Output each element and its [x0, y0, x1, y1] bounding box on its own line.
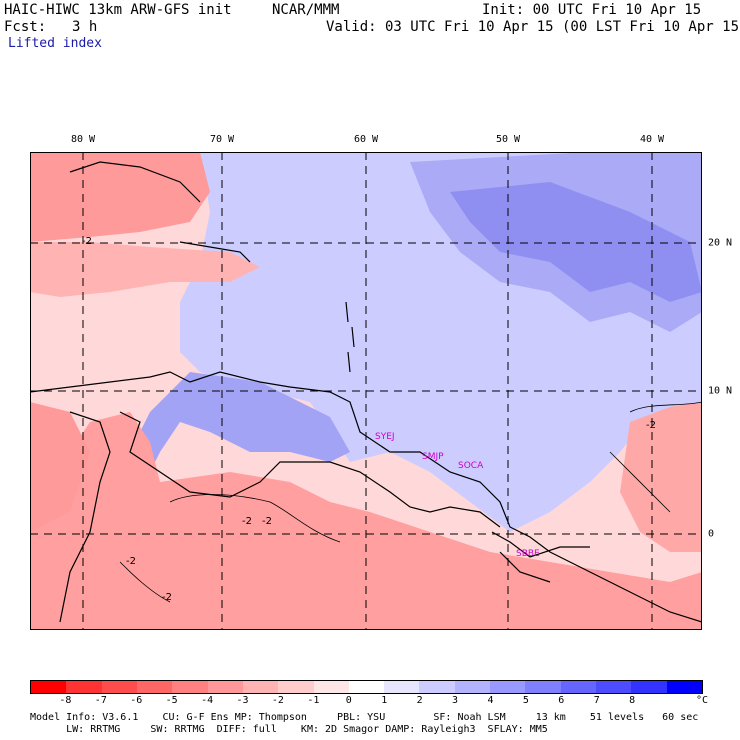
model-title: HAIC-HIWC 13km ARW-GFS init: [4, 2, 232, 18]
station-label: SYEJ: [375, 432, 395, 442]
forecast-label: Fcst:: [4, 19, 47, 35]
init-time: Init: 00 UTC Fri 10 Apr 15: [482, 2, 702, 18]
colorbar-segment: [454, 681, 491, 693]
colorbar-segment: [136, 681, 173, 693]
colorbar-tick: -2: [271, 695, 284, 706]
contour-label: -2: [82, 236, 92, 247]
graticule: [30, 152, 702, 630]
colorbar-tick: 4: [487, 695, 494, 706]
contour-label: -2: [126, 556, 136, 567]
strong-positive-core: [450, 182, 702, 302]
pacific-negative-region: [30, 402, 90, 532]
lat-label-20n: 20 N: [708, 237, 733, 249]
caribbean-negative-region: [30, 152, 210, 242]
model-info-line2: LW: RRTMG SW: RRTMG DIFF: full KM: 2D Sm…: [30, 724, 548, 735]
organization-label: NCAR/MMM: [272, 2, 340, 18]
lon-label-40w: 40 W: [639, 134, 665, 145]
colorbar-segment: [631, 681, 667, 693]
lifted-index-map: -2 -2 -2 -2 -2 -2 SYEJ SMJP SOCA SBBE: [30, 152, 702, 630]
colorbar-tick: -8: [59, 695, 72, 706]
hispaniola-negative-region: [30, 242, 260, 297]
colorbar-segment: [278, 681, 314, 693]
colorbar-segment: [101, 681, 137, 693]
colorbar-tick: 1: [381, 695, 388, 706]
contour-label: -2: [242, 516, 252, 527]
contour-label: -2: [162, 592, 172, 603]
colorbar-tick: 0: [345, 695, 352, 706]
colorbar-tick: -3: [236, 695, 249, 706]
station-label: SOCA: [458, 461, 484, 471]
lon-label-60w: 60 W: [353, 134, 379, 145]
colorbar-segment: [66, 681, 102, 693]
forecast-value: 3 h: [72, 19, 98, 35]
colorbar-tick: 7: [593, 695, 600, 706]
colorbar-segment: [384, 681, 420, 693]
map-frame: [30, 152, 702, 630]
colorbar-tick: 3: [452, 695, 459, 706]
colorbar-segment: [207, 681, 243, 693]
colorbar-segment: [242, 681, 279, 693]
station-label: SMJP: [422, 452, 444, 462]
lon-label-80w: 80 W: [70, 134, 96, 145]
east-atlantic-negative-region: [620, 402, 702, 552]
valid-time: Valid: 03 UTC Fri 10 Apr 15 (00 LST Fri …: [326, 19, 740, 35]
colorbar: [30, 680, 703, 694]
colorbar-tick: 8: [629, 695, 636, 706]
contour-label: -2: [646, 420, 656, 431]
model-info-line1: Model Info: V3.6.1 CU: G-F Ens MP: Thomp…: [30, 712, 699, 723]
colorbar-segment: [172, 681, 208, 693]
coastlines: [30, 161, 702, 623]
lat-label-0: 0: [708, 528, 715, 540]
colorbar-segment: [490, 681, 526, 693]
colorbar-tick: -7: [94, 695, 107, 706]
colorbar-segment: [31, 681, 67, 693]
colorbar-tick: -1: [307, 695, 320, 706]
colorbar-tick: -6: [130, 695, 143, 706]
colorbar-tick: 6: [558, 695, 565, 706]
colorbar-segment: [419, 681, 455, 693]
colorbar-tick: 5: [522, 695, 529, 706]
colorbar-segment: [596, 681, 632, 693]
colorbar-tick: -5: [165, 695, 178, 706]
colorbar-segment: [313, 681, 349, 693]
colorbar-segment: [348, 681, 385, 693]
lon-label-70w: 70 W: [209, 134, 235, 145]
colorbar-segment: [666, 681, 702, 693]
colorbar-tick: 2: [416, 695, 423, 706]
colorbar-segment: [525, 681, 561, 693]
lat-label-10n: 10 N: [708, 385, 733, 397]
contour-lines: [119, 401, 702, 603]
lon-label-50w: 50 W: [495, 134, 521, 145]
field-name: Lifted index: [8, 36, 102, 51]
colorbar-tick: -4: [201, 695, 214, 706]
colorbar-unit: °C: [696, 695, 709, 706]
contour-label: -2: [262, 516, 272, 527]
colorbar-segment: [560, 681, 596, 693]
station-label: SBBE: [516, 549, 540, 559]
